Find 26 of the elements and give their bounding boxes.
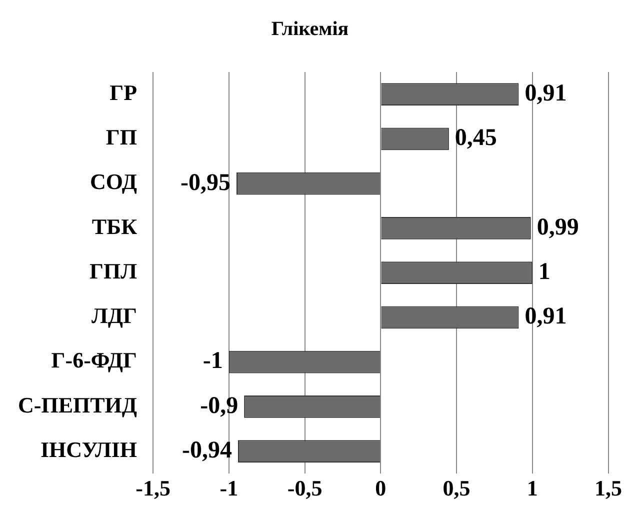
data-label: 0,45 [454,125,497,152]
chart-title: Глікемія [271,18,349,40]
data-label: 0,99 [536,214,579,240]
y-tick-label: ІНСУЛІН [40,436,138,462]
x-tick-label: -1 [220,475,238,500]
y-tick-label: ТБК [92,214,138,239]
data-label: -0,9 [200,392,238,419]
data-label: 0,91 [524,304,567,330]
x-tick-label: 1 [526,475,538,500]
x-tick-label: -0,5 [287,475,322,500]
x-tick-label: 0 [375,475,386,500]
y-tick-label: СОД [90,169,138,194]
y-tick-label: ЛДГ [92,303,138,328]
data-label: -0,94 [182,437,232,464]
data-label: -1 [202,348,223,374]
y-tick-label: ГР [110,80,138,105]
y-tick-label: С-ПЕПТИД [18,392,138,418]
y-tick-label: Г-6-ФДГ [51,348,138,373]
data-label: 0,91 [524,80,567,107]
data-label: 1 [538,259,550,286]
x-tick-label: 1,5 [594,475,622,500]
data-label: -0,95 [180,170,230,196]
x-tick-label: 0,5 [442,475,470,500]
x-tick-label: -1,5 [136,475,170,500]
y-tick-label: ГП [106,124,138,150]
y-tick-label: ГПЛ [90,258,138,284]
